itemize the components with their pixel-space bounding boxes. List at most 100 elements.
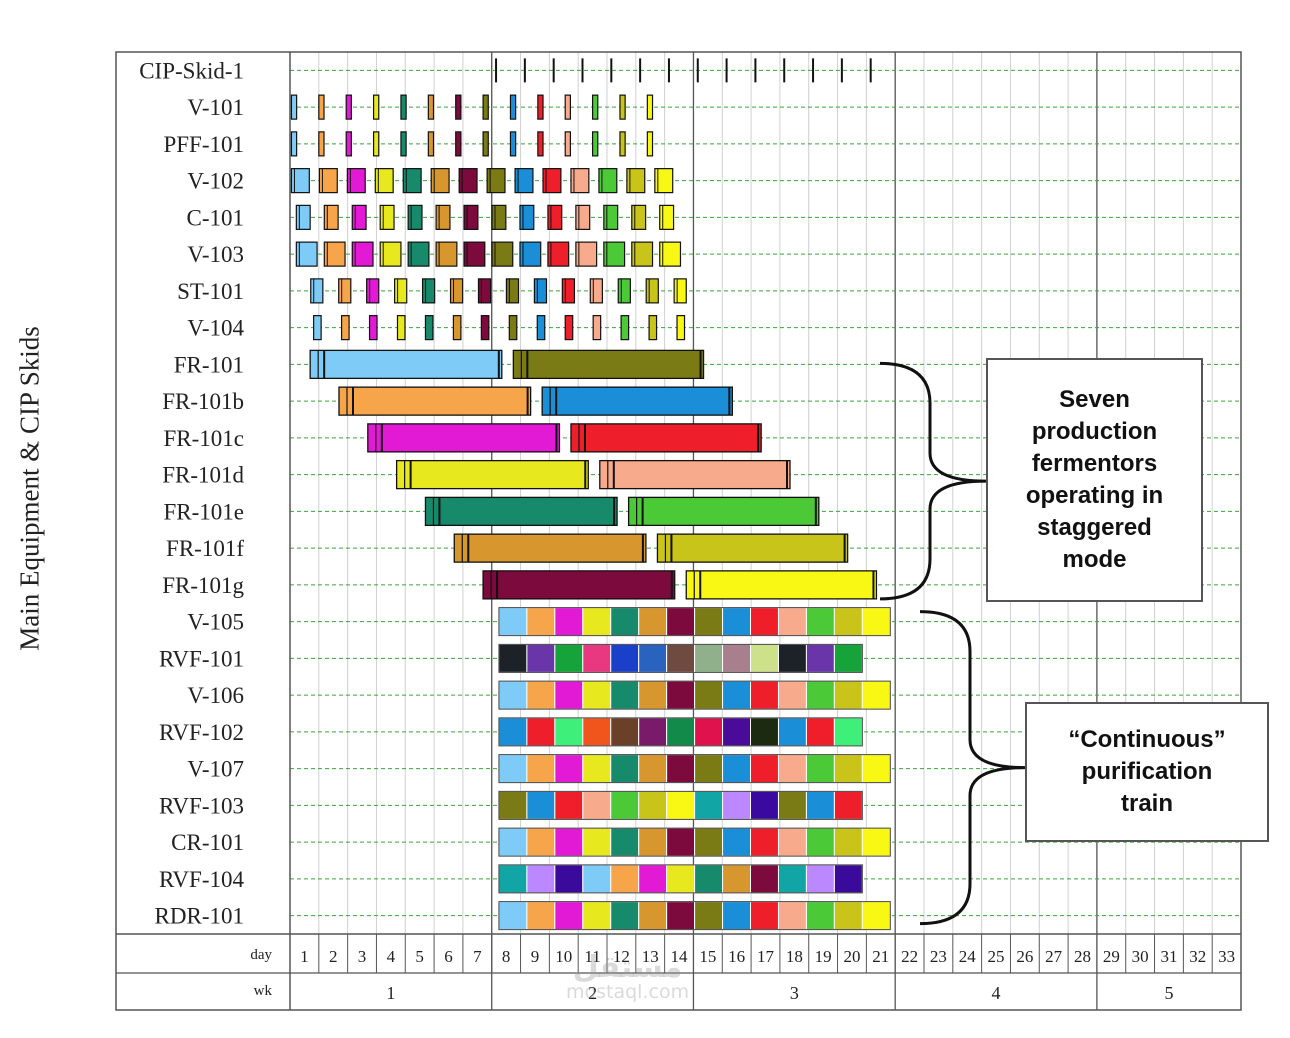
batch-bar bbox=[491, 204, 507, 230]
annotation-line: fermentors bbox=[1031, 450, 1158, 477]
purification-block bbox=[722, 643, 752, 673]
purification-block bbox=[833, 607, 863, 637]
purification-block bbox=[861, 827, 891, 857]
batch-bar bbox=[592, 315, 602, 341]
row-label: C-101 bbox=[187, 205, 245, 230]
batch-bar bbox=[458, 168, 478, 194]
batch-bar bbox=[290, 168, 310, 194]
batch-bar bbox=[372, 94, 380, 120]
day-tick-label: 27 bbox=[1045, 947, 1063, 966]
purification-block bbox=[610, 607, 640, 637]
batch-bar bbox=[570, 168, 590, 194]
row-label: FR-101 bbox=[174, 352, 244, 377]
purification-block bbox=[833, 717, 863, 747]
day-tick-label: 20 bbox=[843, 947, 860, 966]
batch-bar bbox=[591, 131, 599, 157]
purification-block bbox=[582, 864, 612, 894]
purification-block bbox=[582, 680, 612, 710]
batch-bar bbox=[368, 315, 378, 341]
purification-block bbox=[777, 717, 807, 747]
fermentor-bar bbox=[395, 459, 589, 490]
purification-block bbox=[498, 864, 528, 894]
day-tick-label: 22 bbox=[901, 947, 918, 966]
batch-bar bbox=[508, 315, 518, 341]
purification-block bbox=[750, 717, 779, 747]
batch-bar bbox=[659, 241, 682, 267]
row-label: V-103 bbox=[187, 242, 244, 267]
batch-bar bbox=[424, 315, 434, 341]
batch-bar bbox=[589, 278, 603, 304]
annotation-line: operating in bbox=[1025, 482, 1164, 509]
purification-block bbox=[805, 827, 835, 857]
fermentor-bar bbox=[512, 349, 705, 380]
batch-bar bbox=[564, 315, 574, 341]
purification-block bbox=[861, 754, 891, 784]
batch-bar bbox=[617, 278, 631, 304]
purification-block bbox=[694, 607, 724, 637]
batch-bar bbox=[318, 131, 325, 157]
purification-block bbox=[833, 864, 863, 894]
purification-block bbox=[666, 790, 696, 820]
purification-block bbox=[554, 864, 584, 894]
row-label: V-107 bbox=[187, 757, 244, 782]
purification-block bbox=[526, 643, 556, 673]
purification-block bbox=[666, 864, 696, 894]
purification-block bbox=[498, 754, 528, 784]
purification-block bbox=[666, 680, 696, 710]
purification-block bbox=[777, 827, 807, 857]
batch-bar bbox=[480, 315, 490, 341]
purification-block bbox=[610, 643, 640, 673]
batch-bar bbox=[346, 168, 366, 194]
batch-bar bbox=[542, 168, 562, 194]
batch-bar bbox=[452, 315, 462, 341]
annotation-line: train bbox=[1120, 790, 1173, 817]
purification-block bbox=[582, 607, 612, 637]
purification-block bbox=[554, 717, 584, 747]
week-tick-label: 5 bbox=[1164, 983, 1173, 1003]
annotation-fermentors: Seven production fermentors operating in… bbox=[986, 358, 1203, 602]
batch-bar bbox=[619, 94, 626, 120]
purification-block bbox=[610, 680, 640, 710]
fermentor-bar bbox=[309, 349, 503, 380]
batch-bar bbox=[626, 168, 646, 194]
batch-bar bbox=[561, 278, 576, 304]
purification-block bbox=[666, 643, 696, 673]
purification-block bbox=[638, 864, 668, 894]
batch-bar bbox=[676, 315, 686, 341]
purification-block bbox=[526, 607, 556, 637]
purification-block bbox=[526, 680, 556, 710]
purification-block bbox=[722, 901, 752, 931]
batch-bar bbox=[477, 278, 492, 304]
purification-block bbox=[750, 607, 779, 637]
batch-bar bbox=[366, 278, 380, 304]
purification-block bbox=[666, 607, 696, 637]
batch-bar bbox=[482, 131, 489, 157]
day-axis-label: day bbox=[250, 947, 272, 963]
purification-block bbox=[498, 680, 528, 710]
fermentor-bar bbox=[367, 423, 561, 453]
watermark-url: mostaql.com bbox=[566, 981, 690, 1003]
row-label: FR-101f bbox=[166, 536, 244, 561]
row-label: FR-101e bbox=[164, 499, 245, 524]
purification-block bbox=[554, 754, 584, 784]
batch-bar bbox=[407, 241, 430, 267]
day-tick-label: 19 bbox=[815, 947, 832, 966]
purification-block bbox=[722, 754, 752, 784]
purification-block bbox=[694, 643, 724, 673]
batch-bar bbox=[631, 204, 647, 230]
batch-bar bbox=[646, 131, 654, 157]
purification-block bbox=[498, 717, 528, 747]
annotation-line: Seven bbox=[1059, 386, 1130, 413]
batch-bar bbox=[340, 315, 350, 341]
purification-block bbox=[498, 607, 528, 637]
purification-block bbox=[582, 827, 612, 857]
purification-block bbox=[638, 754, 668, 784]
row-label: RVF-104 bbox=[159, 867, 245, 892]
batch-bar bbox=[514, 168, 534, 194]
day-tick-label: 30 bbox=[1132, 947, 1149, 966]
purification-block bbox=[666, 827, 696, 857]
row-label: ST-101 bbox=[177, 279, 244, 304]
day-tick-label: 16 bbox=[728, 947, 745, 966]
batch-bar bbox=[427, 131, 435, 157]
purification-block bbox=[750, 754, 779, 784]
